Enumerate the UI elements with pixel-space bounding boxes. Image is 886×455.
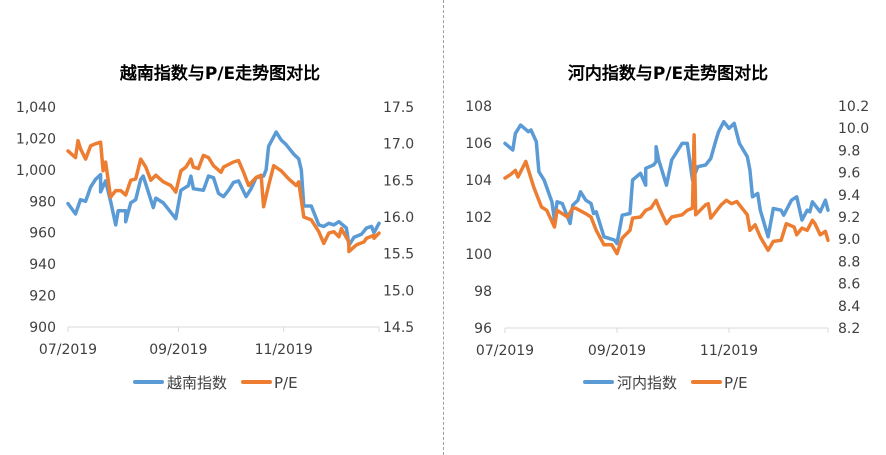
- y-left-tick-label: 104: [465, 173, 492, 189]
- y-right-tick-label: 8.4: [838, 299, 860, 315]
- legend-label-index: 河内指数: [617, 374, 677, 392]
- y-left-tick-label: 1,000: [16, 163, 56, 179]
- y-left-tick-label: 102: [465, 210, 492, 226]
- x-tick-label: 07/2019: [39, 342, 97, 358]
- y-right-tick-label: 9.2: [838, 210, 860, 226]
- y-left-tick-label: 940: [29, 257, 56, 273]
- y-right-tick-label: 8.8: [838, 254, 860, 270]
- series-line-pe: [503, 133, 830, 256]
- y-right-tick-label: 9.8: [838, 143, 860, 159]
- y-left-tick-label: 1,020: [16, 131, 56, 147]
- y-right-tick-label: 15.0: [383, 283, 414, 299]
- y-left-tick-label: 920: [29, 289, 56, 305]
- y-right-tick-label: 9.0: [838, 232, 860, 248]
- legend-label-pe: P/E: [724, 374, 748, 392]
- chart-panel-2: 河内指数与P/E走势图对比 07/2019 09/2019 11/2019 96 98 10…: [465, 63, 869, 392]
- y-left-tick-label: 980: [29, 194, 56, 210]
- y-right-tick-label: 8.2: [838, 321, 860, 337]
- chart-panel-1: 越南指数与P/E走势图对比 07/2019 09/2019 11/2019 900 920…: [16, 63, 414, 392]
- x-tick-label: 11/2019: [700, 343, 758, 359]
- y-left-tick-label: 98: [474, 284, 492, 300]
- y-left-tick-label: 960: [29, 226, 56, 242]
- y-right-tick-label: 16.0: [383, 210, 414, 226]
- x-tick-label: 11/2019: [255, 342, 313, 358]
- y-left-tick-label: 1,040: [16, 100, 56, 116]
- chart-title: 河内指数与P/E走势图对比: [568, 63, 768, 84]
- y-right-tick-label: 14.5: [383, 320, 414, 336]
- legend-label-pe: P/E: [274, 374, 298, 392]
- series-line-index: [503, 119, 830, 246]
- y-left-tick-label: 108: [465, 99, 492, 115]
- y-right-tick-label: 10.2: [838, 99, 869, 115]
- x-tick-label: 09/2019: [149, 342, 207, 358]
- series-line-pe: [66, 138, 381, 254]
- y-right-tick-label: 10.0: [838, 121, 869, 137]
- y-right-tick-label: 16.5: [383, 173, 414, 189]
- y-left-tick-label: 106: [465, 136, 492, 152]
- y-left-tick-label: 100: [465, 247, 492, 263]
- y-right-tick-label: 17.5: [383, 100, 414, 116]
- y-left-tick-label: 96: [474, 321, 492, 337]
- y-right-tick-label: 8.6: [838, 277, 860, 293]
- y-right-tick-label: 9.6: [838, 166, 860, 182]
- legend-label-index: 越南指数: [167, 374, 227, 392]
- x-tick-label: 09/2019: [588, 343, 646, 359]
- y-right-tick-label: 17.0: [383, 137, 414, 153]
- series-line-index: [66, 130, 381, 248]
- y-right-tick-label: 15.5: [383, 247, 414, 263]
- chart-title: 越南指数与P/E走势图对比: [119, 63, 320, 84]
- y-right-tick-label: 9.4: [838, 188, 860, 204]
- y-left-tick-label: 900: [29, 320, 56, 336]
- x-tick-label: 07/2019: [476, 343, 534, 359]
- panel-divider: [443, 0, 444, 455]
